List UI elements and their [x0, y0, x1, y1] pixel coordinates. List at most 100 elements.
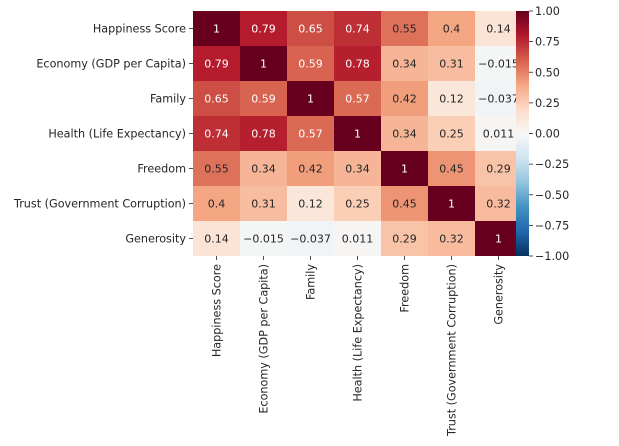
- cell-value: 0.65: [204, 93, 229, 106]
- x-tick-label: Happiness Score: [211, 264, 224, 357]
- cell-value: 1: [213, 23, 220, 36]
- cell-value: 0.79: [251, 23, 276, 36]
- heatmap-cell: [381, 221, 428, 256]
- x-tick-label: Health (Life Expectancy): [352, 264, 365, 402]
- heatmap-cell: [240, 186, 287, 221]
- heatmap-cell: [193, 46, 240, 81]
- heatmap-cell: [334, 186, 381, 221]
- heatmap-cell: [475, 221, 522, 256]
- heatmap-cell: [193, 186, 240, 221]
- heatmap-cells: [193, 11, 522, 256]
- x-tick-label: Economy (GDP per Capita): [258, 264, 271, 414]
- cell-value: 0.34: [251, 163, 276, 176]
- heatmap-cell: [381, 81, 428, 116]
- y-tick-label: Freedom: [137, 163, 186, 176]
- cell-value: 0.57: [345, 93, 370, 106]
- cell-value: 1: [401, 163, 408, 176]
- heatmap-cell: [334, 221, 381, 256]
- heatmap-cell: [428, 221, 475, 256]
- cell-value: 0.31: [251, 198, 276, 211]
- cell-value: 0.25: [345, 198, 370, 211]
- cell-value: 0.74: [345, 23, 370, 36]
- cell-value: 0.011: [483, 128, 515, 141]
- heatmap-cell: [428, 81, 475, 116]
- cell-value: 0.34: [345, 163, 370, 176]
- colorbar-tick-label: 0.25: [535, 97, 560, 110]
- heatmap-cell: [381, 151, 428, 186]
- heatmap-cell: [428, 11, 475, 46]
- cell-value: 0.45: [392, 198, 417, 211]
- heatmap-cell: [240, 116, 287, 151]
- heatmap-cell: [334, 116, 381, 151]
- cell-value: 0.12: [298, 198, 323, 211]
- cell-value: 0.14: [486, 23, 511, 36]
- cell-value: 0.42: [298, 163, 323, 176]
- heatmap-cell: [287, 221, 334, 256]
- cell-value: −0.015: [478, 58, 519, 71]
- y-tick-label: Generosity: [125, 233, 186, 246]
- heatmap-cell: [287, 186, 334, 221]
- colorbar-tick-label: −0.25: [535, 158, 569, 171]
- heatmap-cell: [381, 46, 428, 81]
- heatmap-cell: [334, 11, 381, 46]
- cell-value: 0.74: [204, 128, 229, 141]
- heatmap-cell: [475, 46, 522, 81]
- heatmap-cell: [475, 186, 522, 221]
- x-tick-label: Freedom: [399, 264, 412, 313]
- heatmap-cell: [428, 116, 475, 151]
- heatmap-cell: [287, 81, 334, 116]
- heatmap-cell: [381, 186, 428, 221]
- cell-value: 0.011: [342, 233, 374, 246]
- y-tick-label: Happiness Score: [93, 23, 186, 36]
- cell-value: 1: [260, 58, 267, 71]
- cell-value: 1: [354, 128, 361, 141]
- cell-value: 0.4: [208, 198, 226, 211]
- cell-value: 0.34: [392, 128, 417, 141]
- heatmap-cell: [428, 186, 475, 221]
- y-tick-label: Health (Life Expectancy): [48, 128, 186, 141]
- y-tick-label: Trust (Government Corruption): [13, 198, 186, 211]
- heatmap-cell: [240, 11, 287, 46]
- colorbar-tick-label: 0.00: [535, 128, 560, 141]
- heatmap-cell: [287, 11, 334, 46]
- colorbar-tick-label: −1.00: [535, 250, 569, 263]
- colorbar: 1.00 0.75 0.50 0.25 0.00 −0.25 −0.50 −0.75 −1.00: [516, 5, 569, 263]
- heatmap-cell: [240, 151, 287, 186]
- cell-value: −0.037: [290, 233, 331, 246]
- heatmap-cell: [240, 81, 287, 116]
- colorbar-gradient: [516, 11, 529, 256]
- heatmap-cell: [240, 46, 287, 81]
- x-tick-label: Family: [305, 264, 318, 300]
- heatmap-cell: [193, 11, 240, 46]
- cell-value: 0.29: [392, 233, 417, 246]
- heatmap-cell: [193, 116, 240, 151]
- cell-value: 0.45: [439, 163, 464, 176]
- heatmap-cell: [334, 46, 381, 81]
- cell-value: 0.65: [298, 23, 323, 36]
- cell-value: 0.32: [486, 198, 511, 211]
- heatmap-cell: [240, 221, 287, 256]
- cell-value: 0.78: [345, 58, 370, 71]
- heatmap-cell: [381, 116, 428, 151]
- heatmap-cell: [193, 81, 240, 116]
- x-tick-label: Generosity: [493, 264, 506, 325]
- cell-value: 0.12: [439, 93, 464, 106]
- heatmap-cell: [475, 11, 522, 46]
- cell-value: 0.79: [204, 58, 229, 71]
- cell-value: 0.55: [204, 163, 229, 176]
- cell-value: 1: [448, 198, 455, 211]
- cell-annotations: 1 0.79 0.65 0.74 0.55 0.4 0.14 0.79 1 0.59 0.78 0.3…: [204, 23, 519, 246]
- cell-value: −0.015: [243, 233, 284, 246]
- cell-value: 0.32: [439, 233, 464, 246]
- cell-value: 0.14: [204, 233, 229, 246]
- y-tick-labels: Happiness Score Economy (GDP per Capita) F…: [13, 23, 193, 246]
- heatmap-cell: [428, 151, 475, 186]
- cell-value: 0.31: [439, 58, 464, 71]
- heatmap-cell: [287, 46, 334, 81]
- heatmap-cell: [475, 151, 522, 186]
- cell-value: 0.55: [392, 23, 417, 36]
- heatmap-cell: [475, 81, 522, 116]
- cell-value: 0.57: [298, 128, 323, 141]
- heatmap-cell: [475, 116, 522, 151]
